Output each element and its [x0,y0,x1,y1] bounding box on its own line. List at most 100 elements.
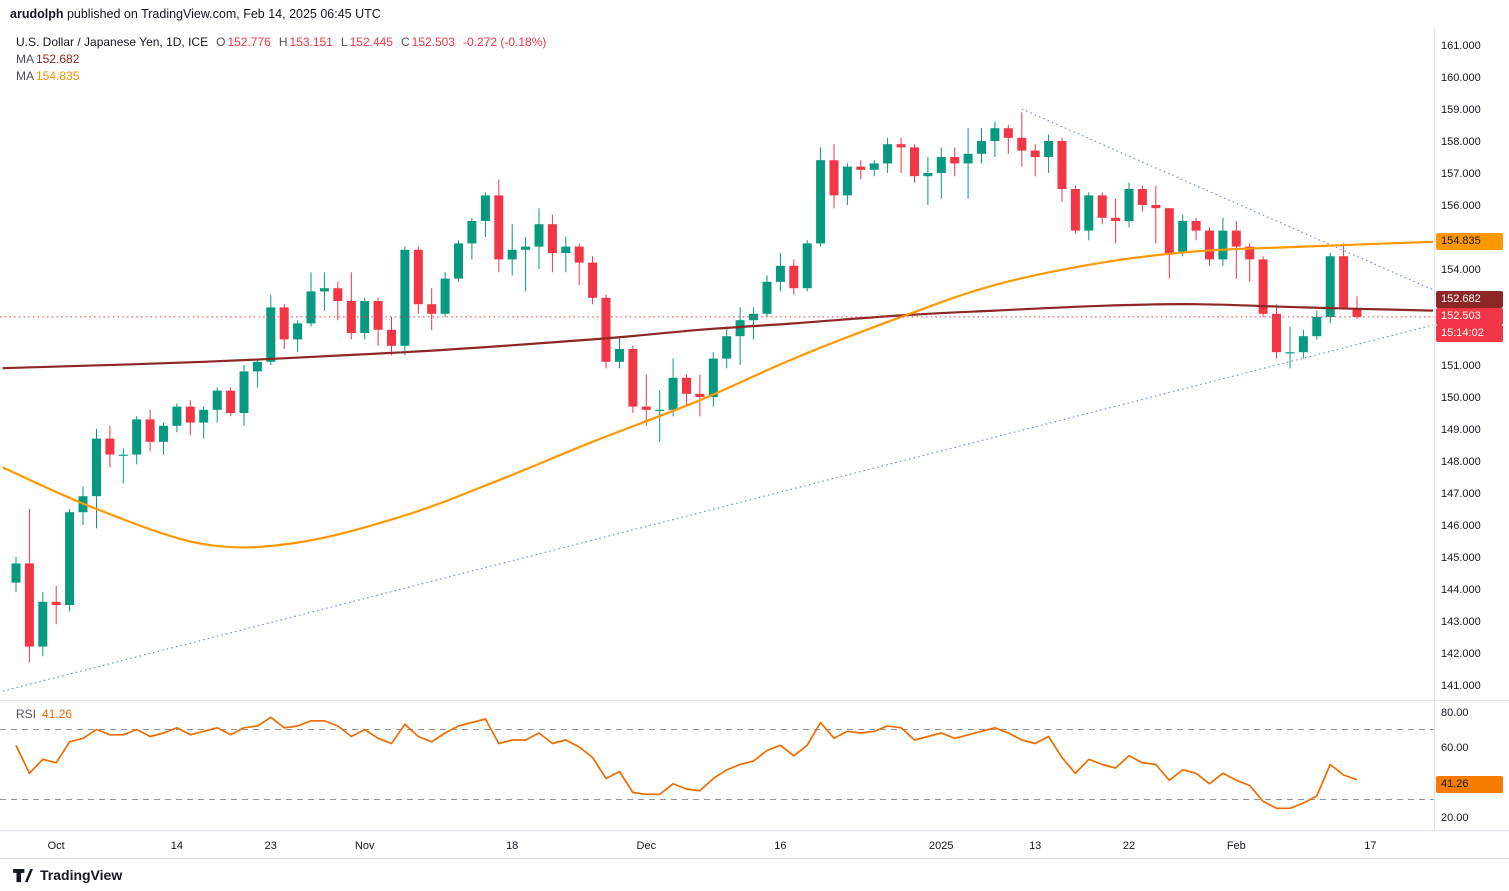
candle-body [936,157,946,173]
price-axis-label: 158.000 [1441,136,1481,148]
candle-body [1151,205,1161,209]
candle-body [1003,128,1013,138]
time-axis-label: Nov [355,840,375,852]
candle-body [601,297,611,362]
price-axis-label: 146.000 [1441,520,1481,532]
rsi-label: RSI [16,707,37,721]
bottom-toolbar: TradingView [0,858,1509,891]
trendline [1021,108,1434,291]
candle-body [869,163,879,170]
candle-body [1325,256,1335,317]
ohlc-high-label: H [278,34,288,49]
candle-body [400,249,410,346]
price-axis-label: 143.000 [1441,616,1481,628]
ma-fast-line [2,240,1434,549]
candle-body [507,249,517,260]
publish-author: arudolph [10,7,64,21]
ma-slow-legend-row[interactable]: MA 152.682 [16,50,546,67]
rsi-value: 41.26 [42,707,73,721]
candle-body [1164,208,1174,253]
time-axis-label: 23 [265,840,277,852]
candle-body [1312,317,1322,337]
price-axis-label: 148.000 [1441,456,1481,468]
tradingview-brand[interactable]: TradingView [40,867,123,883]
candle-body [1205,230,1214,260]
candle-body [574,246,584,263]
candle-body [51,601,61,605]
candle-body [306,291,316,324]
time-axis-label: 18 [506,840,518,852]
time-axis-label: Feb [1227,840,1246,852]
price-axis-label: 156.000 [1441,200,1481,212]
candle-body [1258,259,1268,314]
rsi-axis-label: 20.00 [1441,812,1469,824]
candle-body [588,262,598,298]
candle-body [38,601,48,647]
candle-body [65,512,75,605]
candle-body [547,224,557,253]
candle-body [708,358,718,397]
candle-body [682,377,691,394]
price-axis-label: 142.000 [1441,648,1481,660]
candle-body [333,288,343,301]
candle-body [789,265,799,289]
candle-body [11,563,21,583]
candle-body [467,221,477,244]
candle-body [454,243,463,279]
publish-text: published on TradingView.com, Feb 14, 20… [63,7,381,21]
symbol-legend-row[interactable]: U.S. Dollar / Japanese Yen, 1D, ICE O 152.… [16,33,546,50]
price-axis-label: 157.000 [1441,168,1481,180]
ohlc-low-label: L [340,34,348,49]
candle-body [977,141,986,154]
price-axis-label: 160.000 [1441,72,1481,84]
candle-body [132,419,142,455]
candle-body [1352,308,1362,317]
candle-body [319,288,329,292]
ma-fast-price-badge: 154.835 [1436,233,1503,250]
candle-body [145,419,155,442]
ma-fast-legend-row[interactable]: MA 154.835 [16,67,546,84]
candle-body [1111,217,1121,221]
candle-body [1298,336,1308,353]
candle-body [802,243,812,289]
candle-body [1044,141,1054,157]
candle-body [561,246,571,253]
candle-body [856,166,866,170]
price-axis-label: 144.000 [1441,584,1481,596]
candle-body [883,144,893,164]
candle-body [668,377,678,410]
candle-body [360,301,370,333]
price-axis-label: 147.000 [1441,488,1481,500]
candle-body [1124,189,1134,221]
candle-body [105,438,115,455]
time-axis-label: 14 [171,840,183,852]
rsi-legend-row[interactable]: RSI 41.26 [16,707,72,721]
candle-body [762,281,772,314]
time-axis-label: 17 [1364,840,1376,852]
ohlc-change: -0.272 (-0.18%) [463,34,547,49]
ohlc-close-label: C [400,34,410,49]
rsi-value-badge: 41.26 [1436,776,1503,793]
ohlc-open-value: 152.776 [227,34,271,49]
chart-canvas[interactable]: 161.000 160.000 159.000 158.000 157.000 156.0… [0,0,1509,858]
candle-body [266,307,276,362]
price-axis-label: 149.000 [1441,424,1481,436]
candle-body [480,195,490,221]
countdown-badge: 15:14:02 [1436,325,1503,342]
tradingview-logo-icon[interactable] [12,868,33,883]
candle-body [910,147,919,177]
candle-body [413,249,423,305]
ohlc-open-label: O [216,34,226,49]
price-axis-label: 161.000 [1441,40,1481,52]
candle-body [346,301,356,333]
candle-body [252,361,262,372]
candle-body [963,153,973,164]
candle-body [293,323,303,340]
candle-body [199,409,209,423]
candle-body [1339,256,1349,308]
candle-body [1178,221,1188,253]
candle-body [829,160,839,196]
candle-body [1057,141,1067,189]
candle-body [695,393,705,397]
candle-body [1017,137,1027,151]
